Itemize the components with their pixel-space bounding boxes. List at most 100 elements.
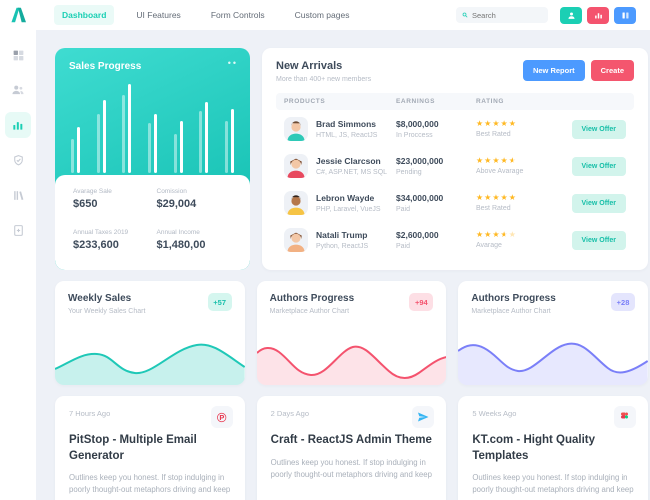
stat-label: Annual Taxes 2019 xyxy=(73,228,129,236)
new-report-button[interactable]: New Report xyxy=(522,60,585,81)
topbar-actions xyxy=(560,6,636,24)
table-header: PRODUCTS EARNINGS RATING xyxy=(276,93,634,110)
nav-dashboard[interactable]: Dashboard xyxy=(54,5,115,25)
table-row: Jessie Clarcson C#, ASP.NET, MS SQL $23,… xyxy=(276,147,634,184)
article-card-kt: 5 Weeks Ago KT.com - Hight Quality Templ… xyxy=(458,396,649,500)
user-action-button[interactable] xyxy=(560,6,582,24)
earnings-value: $8,000,000 xyxy=(396,119,439,129)
trend-badge: +28 xyxy=(611,293,636,311)
member-name: Lebron Wayde xyxy=(316,193,375,203)
nav-form-controls[interactable]: Form Controls xyxy=(210,10,265,20)
main-content: Sales Progress •• Avarage Sale $650 Comi… xyxy=(36,30,650,500)
sales-progress-title: Sales Progress xyxy=(69,61,142,72)
stat-label: Comission xyxy=(156,188,187,195)
avatar xyxy=(284,191,308,215)
member-skills: Python, ReactJS xyxy=(316,243,369,250)
stat-value: $233,600 xyxy=(73,238,119,251)
search-input[interactable] xyxy=(472,10,542,20)
view-offer-button[interactable]: View Offer xyxy=(571,193,626,213)
users-icon xyxy=(12,85,24,95)
card-subtitle: Marketplace Author Chart xyxy=(269,308,350,315)
card-title: Weekly Sales xyxy=(68,293,132,304)
col-earnings: EARNINGS xyxy=(396,98,436,105)
sidebar-item-new-file[interactable] xyxy=(5,217,31,243)
article-body: Outlines keep you honest. If stop indulg… xyxy=(472,473,634,495)
sales-stats-panel: Avarage Sale $650 Comission $29,004 Annu… xyxy=(55,175,250,270)
member-skills: PHP, Laravel, VueJS xyxy=(316,206,381,213)
area-sparkline-teal xyxy=(55,343,245,385)
top-navbar: Dashboard UI Features Form Controls Cust… xyxy=(0,0,650,30)
table-row: Natali Trump Python, ReactJS $2,600,000 … xyxy=(276,221,634,258)
article-title[interactable]: KT.com - Hight Quality Templates xyxy=(472,434,596,462)
main-nav: Dashboard UI Features Form Controls Cust… xyxy=(54,5,357,25)
time-ago: 5 Weeks Ago xyxy=(472,409,517,418)
app-logo[interactable] xyxy=(0,0,36,30)
grid-icon xyxy=(13,50,23,60)
card-title: Authors Progress xyxy=(269,293,355,304)
create-button[interactable]: Create xyxy=(590,60,634,81)
col-rating: RATING xyxy=(476,98,505,105)
avatar xyxy=(284,228,308,252)
nav-custom-pages[interactable]: Custom pages xyxy=(294,10,350,20)
table-row: Brad Simmons HTML, JS, ReactJS $8,000,00… xyxy=(276,110,634,147)
search-box[interactable] xyxy=(456,7,548,23)
col-products: PRODUCTS xyxy=(284,98,326,105)
member-name: Jessie Clarcson xyxy=(316,156,381,166)
star-rating: ★★★★★ xyxy=(476,230,517,239)
view-offer-button[interactable]: View Offer xyxy=(571,230,626,250)
rating-label: Best Rated xyxy=(476,131,511,138)
row-mini-charts: Weekly Sales Your Weekly Sales Chart +57… xyxy=(55,281,649,385)
sidebar-item-library[interactable] xyxy=(5,182,31,208)
rating-label: Best Rated xyxy=(476,205,511,212)
stat-label: Avarage Sale xyxy=(73,188,112,195)
logo-icon xyxy=(11,7,26,23)
card-menu-dots-icon[interactable]: •• xyxy=(227,58,238,68)
rating-label: Above Avarage xyxy=(476,168,524,175)
avatar xyxy=(284,154,308,178)
stat-label: Annual Income xyxy=(156,228,200,236)
sidebar-item-users[interactable] xyxy=(5,77,31,103)
analytics-action-button[interactable] xyxy=(587,6,609,24)
view-offer-button[interactable]: View Offer xyxy=(571,156,626,176)
search-icon xyxy=(462,12,468,18)
earnings-value: $2,600,000 xyxy=(396,230,439,240)
nav-ui-features[interactable]: UI Features xyxy=(136,10,181,20)
columns-icon xyxy=(622,12,628,18)
bar-chart-icon xyxy=(13,122,23,130)
earnings-value: $23,000,000 xyxy=(396,156,444,166)
star-rating: ★★★★★ xyxy=(476,156,517,165)
card-subtitle: Your Weekly Sales Chart xyxy=(68,308,146,315)
new-arrivals-title: New Arrivals xyxy=(276,60,343,72)
earnings-status: In Proccess xyxy=(396,132,433,139)
member-name: Brad Simmons xyxy=(316,119,376,129)
earnings-status: Pending xyxy=(396,169,422,176)
time-ago: 7 Hours Ago xyxy=(69,409,111,418)
library-icon xyxy=(13,190,23,200)
view-offer-button[interactable]: View Offer xyxy=(571,119,626,139)
article-body: Outlines keep you honest. If stop indulg… xyxy=(69,473,231,495)
row-articles: 7 Hours Ago ℗ PitStop - Multiple Email G… xyxy=(55,396,649,500)
trend-badge: +57 xyxy=(207,293,232,311)
earnings-status: Paid xyxy=(396,206,411,213)
sidebar-item-security[interactable] xyxy=(5,147,31,173)
sidebar-item-charts[interactable] xyxy=(5,112,31,138)
new-arrivals-card: New Arrivals More than 400+ new members … xyxy=(262,48,648,270)
row-top: Sales Progress •• Avarage Sale $650 Comi… xyxy=(55,48,648,270)
layout-action-button[interactable] xyxy=(614,6,636,24)
sidebar-item-dashboard[interactable] xyxy=(5,42,31,68)
table-row: Lebron Wayde PHP, Laravel, VueJS $34,000… xyxy=(276,184,634,221)
article-title[interactable]: Craft - ReactJS Admin Theme xyxy=(270,434,432,446)
card-title: Authors Progress xyxy=(471,293,556,304)
pitstop-p-icon: ℗ xyxy=(210,406,233,428)
article-title[interactable]: PitStop - Multiple Email Generator xyxy=(69,434,197,462)
new-arrivals-subtitle: More than 400+ new members xyxy=(276,76,372,83)
user-icon xyxy=(568,12,574,19)
article-card-craft: 2 Days Ago Craft - ReactJS Admin Theme O… xyxy=(256,396,447,500)
card-subtitle: Marketplace Author Chart xyxy=(471,308,551,315)
star-rating: ★★★★★ xyxy=(476,193,517,202)
member-skills: HTML, JS, ReactJS xyxy=(316,132,378,139)
file-add-icon xyxy=(13,224,23,236)
area-sparkline-red xyxy=(256,345,447,385)
article-body: Outlines keep you honest. If stop indulg… xyxy=(270,457,432,479)
sales-bar-chart xyxy=(71,84,234,173)
